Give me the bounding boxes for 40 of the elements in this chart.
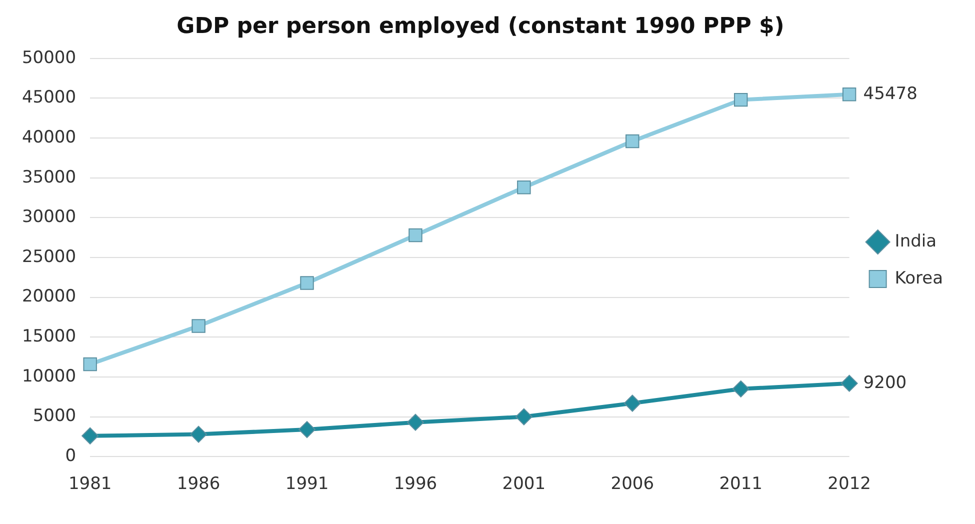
chart-title: GDP per person employed (constant 1990 PPP $) (176, 14, 784, 39)
y-tick-label: 45000 (22, 88, 76, 108)
data-label: 9200 (863, 372, 907, 393)
data-label: 45478 (863, 84, 918, 104)
y-tick-label: 40000 (22, 127, 76, 148)
x-tick-label: 1996 (394, 474, 438, 494)
x-tick-label: 2006 (610, 474, 654, 494)
x-tick-label: 1991 (285, 474, 329, 494)
point (515, 408, 532, 426)
point (190, 426, 208, 443)
point (192, 319, 206, 333)
x-tick-label: 1981 (68, 474, 112, 494)
point (83, 357, 97, 372)
x-tick-label: 2001 (502, 474, 546, 494)
y-tick-label: 5000 (32, 406, 76, 426)
point (626, 134, 640, 148)
y-tick-label: 25000 (22, 246, 76, 267)
point (732, 380, 750, 398)
x-tick-label: 2012 (828, 474, 871, 494)
point (840, 374, 858, 392)
y-tick-label: 0 (65, 446, 76, 466)
point (82, 427, 99, 444)
point (517, 180, 531, 194)
legend-label: India (894, 231, 937, 252)
x-tick-label: 1986 (176, 474, 220, 494)
y-tick-label: 20000 (22, 286, 76, 307)
y-tick-label: 15000 (22, 326, 76, 347)
legend-label: Korea (894, 268, 944, 288)
point (842, 88, 856, 102)
y-tick-label: 35000 (22, 167, 76, 188)
point (298, 421, 316, 438)
y-tick-label: 30000 (22, 207, 76, 228)
y-tick-label: 10000 (22, 366, 76, 386)
point (734, 92, 748, 107)
point (300, 276, 314, 290)
point (624, 394, 641, 412)
point (408, 228, 422, 242)
point (406, 414, 424, 431)
x-tick-label: 2011 (719, 474, 762, 494)
y-tick-label: 50000 (22, 48, 76, 68)
